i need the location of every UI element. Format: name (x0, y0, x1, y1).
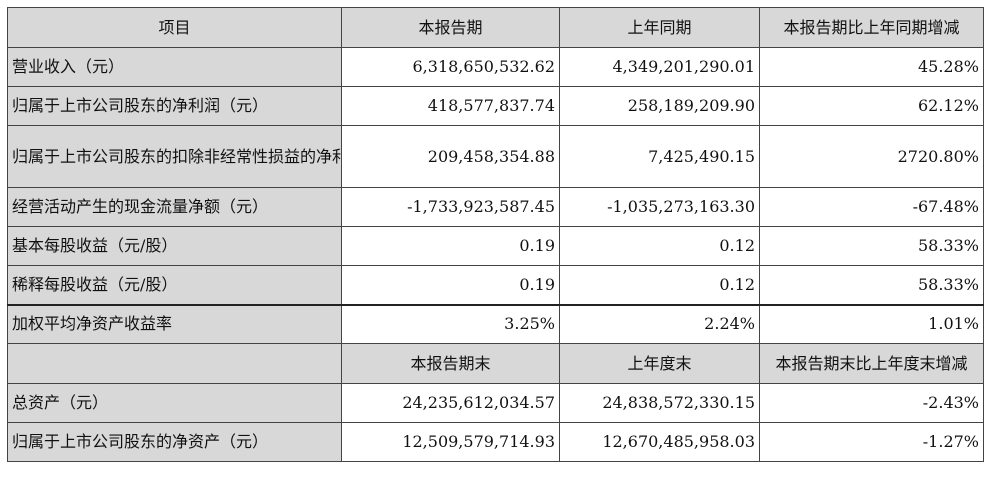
current-value: 3.25% (341, 303, 560, 344)
prior-value: 2.24% (559, 303, 760, 344)
prior-value: 0.12 (559, 226, 760, 266)
prior-value: 4,349,201,290.01 (559, 47, 760, 87)
change-value: 58.33% (759, 265, 984, 305)
current-value: 418,577,837.74 (341, 86, 560, 126)
table-row: 归属于上市公司股东的扣除非经常性损益的净利润（元） 209,458,354.88… (7, 125, 984, 188)
current-value: 12,509,579,714.93 (341, 422, 560, 462)
row-label: 归属于上市公司股东的净利润（元） (7, 86, 342, 126)
change-value: 58.33% (759, 226, 984, 266)
header-blank-cell (7, 343, 342, 384)
header-prior-year-end: 上年度末 (559, 343, 760, 384)
header-change: 本报告期比上年同期增减 (759, 7, 984, 48)
header-period-end-change: 本报告期末比上年度末增减 (759, 343, 984, 384)
current-value: 0.19 (341, 226, 560, 266)
change-value: -2.43% (759, 383, 984, 423)
header-prior-period: 上年同期 (559, 7, 760, 48)
current-value: 24,235,612,034.57 (341, 383, 560, 423)
table-row: 归属于上市公司股东的净利润（元） 418,577,837.74 258,189,… (7, 86, 984, 126)
header-row: 项目 本报告期 上年同期 本报告期比上年同期增减 (7, 7, 984, 48)
prior-value: 7,425,490.15 (559, 125, 760, 188)
current-value: 0.19 (341, 265, 560, 305)
header-period-end: 本报告期末 (341, 343, 560, 384)
row-label: 稀释每股收益（元/股） (7, 265, 342, 305)
financial-summary-table: 项目 本报告期 上年同期 本报告期比上年同期增减 营业收入（元） 6,318,6… (7, 7, 984, 462)
table-row: 基本每股收益（元/股） 0.19 0.12 58.33% (7, 226, 984, 266)
change-value: 2720.80% (759, 125, 984, 188)
table-row: 总资产（元） 24,235,612,034.57 24,838,572,330.… (7, 383, 984, 423)
prior-value: -1,035,273,163.30 (559, 187, 760, 227)
table-row: 营业收入（元） 6,318,650,532.62 4,349,201,290.0… (7, 47, 984, 87)
change-value: -1.27% (759, 422, 984, 462)
current-value: 6,318,650,532.62 (341, 47, 560, 87)
financial-summary-table-wrap: 项目 本报告期 上年同期 本报告期比上年同期增减 营业收入（元） 6,318,6… (7, 7, 984, 462)
change-value: 62.12% (759, 86, 984, 126)
current-value: -1,733,923,587.45 (341, 187, 560, 227)
row-label: 归属于上市公司股东的净资产（元） (7, 422, 342, 462)
row-label: 经营活动产生的现金流量净额（元） (7, 187, 342, 227)
table-row: 经营活动产生的现金流量净额（元） -1,733,923,587.45 -1,03… (7, 187, 984, 227)
current-value: 209,458,354.88 (341, 125, 560, 188)
row-label: 营业收入（元） (7, 47, 342, 87)
change-value: 45.28% (759, 47, 984, 87)
change-value: -67.48% (759, 187, 984, 227)
header-current-period: 本报告期 (341, 7, 560, 48)
table-row: 加权平均净资产收益率 3.25% 2.24% 1.01% (7, 303, 984, 344)
row-label: 基本每股收益（元/股） (7, 226, 342, 266)
header-item: 项目 (7, 7, 342, 48)
row-label: 加权平均净资产收益率 (7, 303, 342, 344)
prior-value: 258,189,209.90 (559, 86, 760, 126)
row-label: 总资产（元） (7, 383, 342, 423)
prior-value: 24,838,572,330.15 (559, 383, 760, 423)
table-row: 归属于上市公司股东的净资产（元） 12,509,579,714.93 12,67… (7, 422, 984, 462)
change-value: 1.01% (759, 303, 984, 344)
table-row: 稀释每股收益（元/股） 0.19 0.12 58.33% (7, 265, 984, 305)
header-row-period-end: 本报告期末 上年度末 本报告期末比上年度末增减 (7, 343, 984, 384)
prior-value: 0.12 (559, 265, 760, 305)
row-label: 归属于上市公司股东的扣除非经常性损益的净利润（元） (7, 125, 342, 188)
prior-value: 12,670,485,958.03 (559, 422, 760, 462)
